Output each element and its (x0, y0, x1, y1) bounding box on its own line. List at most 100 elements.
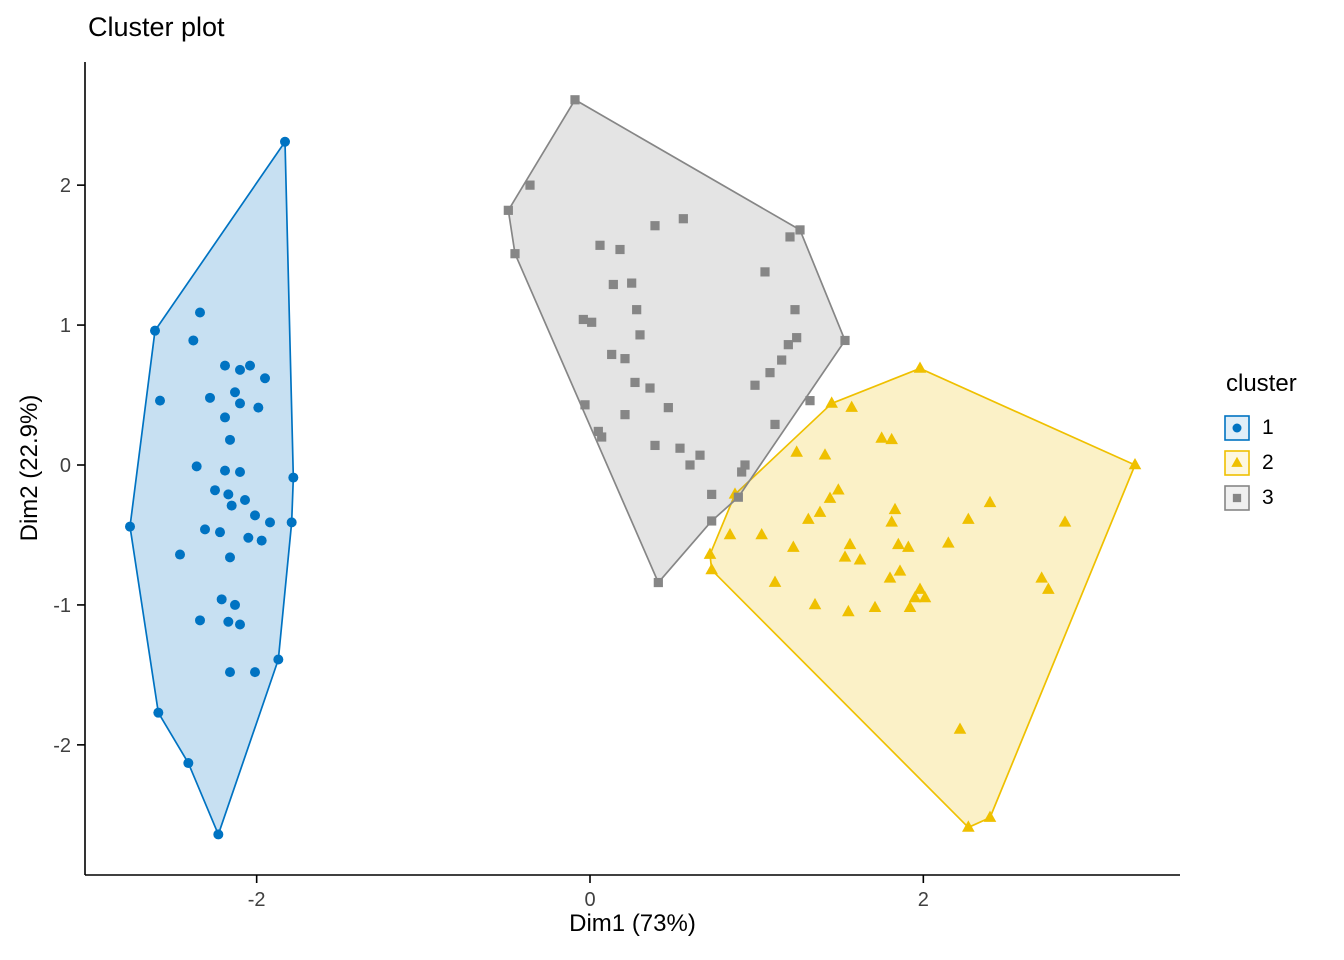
data-point-circle (188, 335, 199, 346)
data-point-circle (280, 136, 290, 147)
data-point-triangle (962, 512, 975, 524)
data-point-triangle (808, 597, 822, 610)
data-point-square (593, 426, 603, 437)
data-point-square (645, 383, 655, 393)
data-point-square (795, 225, 805, 235)
data-point-triangle (802, 512, 815, 524)
data-point-circle (225, 552, 235, 563)
y-axis-label: Dim2 (22.9%) (16, 394, 43, 542)
legend-entries: 1 2 3 (1224, 410, 1297, 515)
y-tick-label: 2 (60, 175, 71, 197)
data-point-circle (205, 392, 215, 403)
data-point-circle (250, 667, 260, 678)
data-point-triangle (913, 361, 927, 373)
data-point-circle (235, 364, 245, 375)
plot-title: Cluster plot (88, 12, 225, 42)
data-point-triangle (1042, 582, 1055, 594)
legend-key-triangle-icon (1224, 449, 1250, 476)
data-point-square (627, 278, 637, 288)
data-point-circle (265, 517, 275, 528)
legend-entry-2: 2 (1224, 445, 1297, 480)
data-point-circle (225, 434, 235, 445)
data-point-circle (250, 510, 260, 521)
data-point-circle (220, 412, 230, 423)
data-point-square (695, 450, 705, 460)
data-point-triangle (1058, 515, 1072, 527)
data-point-circle (215, 527, 225, 538)
data-point-triangle (1231, 456, 1243, 467)
data-point-circle (273, 654, 284, 665)
data-point-square (615, 244, 625, 255)
data-point-circle (243, 532, 254, 543)
data-point-square (790, 305, 800, 315)
data-point-circle (235, 466, 245, 477)
legend-key-circle-icon (1224, 414, 1250, 441)
data-point-circle (125, 521, 135, 532)
data-point-circle (230, 387, 240, 398)
legend-key-box (1224, 449, 1250, 476)
data-point-triangle (885, 515, 898, 527)
data-point-triangle (768, 575, 782, 587)
x-tick-label: 0 (584, 889, 595, 911)
data-point-triangle (842, 604, 855, 617)
data-point-circle (286, 517, 297, 528)
data-point-circle (191, 461, 202, 472)
data-point-square (525, 180, 535, 190)
data-point-square (635, 330, 645, 340)
data-point-square (503, 205, 513, 215)
data-point-circle (153, 707, 164, 718)
data-point-square (785, 232, 795, 242)
data-point-square (733, 492, 743, 502)
data-point-triangle (723, 527, 737, 540)
data-point-square (595, 240, 605, 250)
legend: cluster 1 2 3 (1224, 370, 1297, 515)
data-point-circle (235, 398, 245, 409)
data-point-triangle (787, 540, 800, 552)
data-point-triangle (885, 432, 898, 445)
data-point-square (675, 443, 685, 453)
data-point-triangle (823, 491, 837, 503)
data-point-triangle (790, 445, 803, 457)
x-tick-label: 2 (918, 889, 929, 911)
data-point-square (783, 340, 793, 350)
data-point-circle (195, 615, 205, 626)
data-point-triangle (983, 495, 997, 508)
data-point-square (685, 460, 695, 470)
x-axis-label: Dim1 (73%) (569, 910, 696, 937)
data-point-square (570, 95, 580, 105)
y-tick-label: -1 (53, 595, 71, 617)
data-point-triangle (868, 600, 882, 613)
data-point-circle (183, 758, 194, 769)
cluster-1-points (125, 136, 299, 840)
data-point-circle (175, 549, 185, 560)
data-point-triangle (832, 483, 845, 495)
data-point-square (653, 577, 663, 588)
data-point-square (678, 214, 688, 224)
data-point-triangle (1128, 458, 1142, 470)
data-point-circle (213, 829, 224, 840)
data-point-triangle (942, 536, 955, 548)
data-point-square (580, 400, 590, 410)
data-point-circle (223, 616, 234, 627)
data-point-square (620, 410, 630, 420)
legend-entry-label: 3 (1262, 485, 1274, 509)
data-point-square (740, 460, 750, 470)
data-point-square (608, 279, 618, 290)
data-point-triangle (883, 571, 897, 583)
legend-entry-1: 1 (1224, 410, 1297, 445)
data-point-circle (220, 465, 230, 476)
data-point-square (805, 396, 815, 406)
y-tick-label: 0 (60, 455, 71, 477)
data-point-triangle (755, 527, 768, 540)
data-point-square (1232, 493, 1242, 502)
data-point-circle (256, 535, 267, 546)
data-point-triangle (1035, 571, 1048, 583)
data-point-circle (210, 485, 220, 496)
data-point-triangle (962, 820, 975, 832)
data-point-circle (240, 494, 250, 505)
data-point-square (840, 335, 850, 346)
legend-key-square-icon (1224, 484, 1250, 511)
legend-title: cluster (1226, 370, 1297, 397)
data-point-circle (253, 402, 264, 413)
data-point-triangle (818, 448, 832, 460)
